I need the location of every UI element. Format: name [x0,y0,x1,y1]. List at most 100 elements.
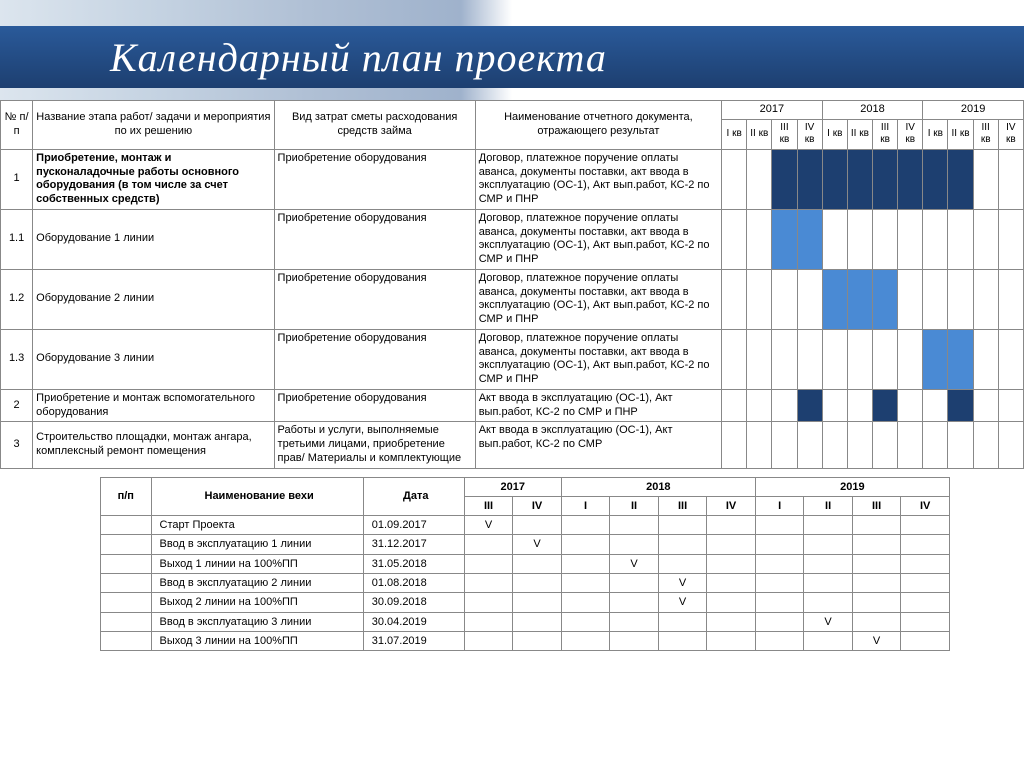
mth-name: Наименование вехи [151,477,363,516]
m-mark-cell [804,593,853,612]
m-mark-cell [804,631,853,650]
mth-year: 2019 [755,477,949,496]
gantt-cell [847,149,872,209]
m-mark-cell: V [658,573,707,592]
m-mark-cell [610,535,659,554]
gantt-cell [973,269,998,329]
m-mark-cell [464,554,513,573]
m-num [101,573,152,592]
milestone-row: Ввод в эксплуатацию 2 линии01.08.2018V [101,573,950,592]
mth-quarter: IV [707,496,756,515]
th-quarter: II кв [747,119,772,149]
m-mark-cell [464,612,513,631]
gantt-cell [998,422,1023,468]
milestone-row: Ввод в эксплуатацию 3 линии30.04.2019V [101,612,950,631]
cell-num: 2 [1,389,33,422]
cell-cost: Приобретение оборудования [274,149,475,209]
m-mark-cell [561,516,610,535]
m-mark-cell [707,593,756,612]
m-num [101,516,152,535]
m-mark-cell [852,516,901,535]
m-mark-cell [561,554,610,573]
gantt-cell [923,422,948,468]
milestone-wrap: п/п Наименование вехи Дата 2017 2018 201… [100,477,950,652]
gantt-cell [948,329,973,389]
m-mark-cell [658,516,707,535]
m-mark-cell [513,573,562,592]
cell-doc: Договор, платежное поручение оплаты аван… [475,209,721,269]
m-mark-cell [610,573,659,592]
milestone-tbody: Старт Проекта01.09.2017VВвод в эксплуата… [101,516,950,651]
gantt-cell [898,149,923,209]
th-quarter: II кв [847,119,872,149]
gantt-cell [722,422,747,468]
m-mark-cell [513,612,562,631]
m-mark-cell [852,535,901,554]
gantt-cell [722,209,747,269]
m-mark-cell [561,573,610,592]
gantt-cell [797,269,822,329]
gantt-cell [847,209,872,269]
m-mark-cell [658,631,707,650]
gantt-cell [998,209,1023,269]
m-mark-cell [610,593,659,612]
gantt-cell [898,389,923,422]
th-num: № п/п [1,101,33,150]
gantt-cell [797,149,822,209]
mth-quarter: I [561,496,610,515]
gantt-cell [872,269,897,329]
m-mark-cell: V [464,516,513,535]
gantt-cell [973,422,998,468]
gantt-cell [872,149,897,209]
milestone-row: Выход 3 линии на 100%ПП31.07.2019V [101,631,950,650]
m-date-cell: 31.07.2019 [363,631,464,650]
gantt-cell [973,209,998,269]
m-mark-cell [707,554,756,573]
m-date-cell: 30.04.2019 [363,612,464,631]
m-mark-cell [707,612,756,631]
m-name-cell: Старт Проекта [151,516,363,535]
m-mark-cell [513,593,562,612]
gantt-cell [948,269,973,329]
m-mark-cell [610,631,659,650]
m-mark-cell [755,612,804,631]
m-date-cell: 01.09.2017 [363,516,464,535]
gantt-table: № п/п Название этапа работ/ задачи и мер… [0,100,1024,469]
th-quarter: I кв [923,119,948,149]
m-date-cell: 31.12.2017 [363,535,464,554]
gantt-cell [822,149,847,209]
mth-num: п/п [101,477,152,516]
gantt-cell [898,422,923,468]
m-mark-cell [513,516,562,535]
gantt-cell [923,329,948,389]
gantt-cell [973,329,998,389]
gantt-cell [747,209,772,269]
m-mark-cell [610,516,659,535]
m-name-cell: Выход 3 линии на 100%ПП [151,631,363,650]
mth-quarter: IV [513,496,562,515]
m-mark-cell [561,631,610,650]
th-quarter: III кв [973,119,998,149]
gantt-cell [847,269,872,329]
gantt-cell [772,149,797,209]
gantt-cell [898,209,923,269]
cell-num: 1.3 [1,329,33,389]
m-mark-cell [755,593,804,612]
m-mark-cell [755,554,804,573]
m-mark-cell [464,631,513,650]
m-mark-cell [464,593,513,612]
gantt-cell [822,329,847,389]
milestone-row: Ввод в эксплуатацию 1 линии31.12.2017V [101,535,950,554]
gantt-cell [847,422,872,468]
gantt-cell [847,329,872,389]
gantt-cell [822,422,847,468]
m-mark-cell [464,573,513,592]
m-mark-cell [610,612,659,631]
th-quarter: IV кв [998,119,1023,149]
cell-cost: Приобретение оборудования [274,389,475,422]
table-row: 1.2Оборудование 2 линииПриобретение обор… [1,269,1024,329]
gantt-cell [822,209,847,269]
table-row: 1.1Оборудование 1 линииПриобретение обор… [1,209,1024,269]
th-quarter: III кв [872,119,897,149]
m-name-cell: Выход 2 линии на 100%ПП [151,593,363,612]
